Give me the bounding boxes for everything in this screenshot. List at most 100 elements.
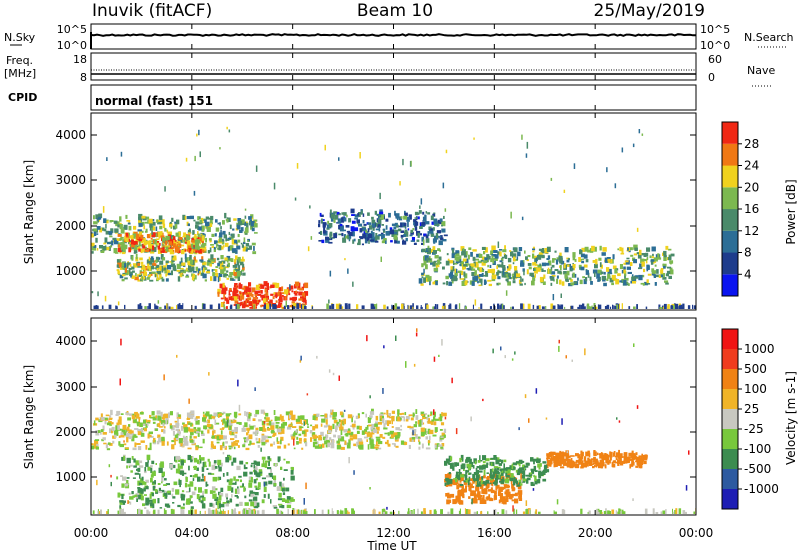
heatmap-cell <box>425 221 430 225</box>
heatmap-cell <box>144 268 146 273</box>
heatmap-cell <box>327 220 330 224</box>
heatmap-cell <box>106 422 111 426</box>
heatmap-cell <box>285 487 290 492</box>
heatmap-cell <box>222 245 225 248</box>
heatmap-cell <box>587 453 590 457</box>
heatmap-cell <box>159 265 162 271</box>
heatmap-cell <box>415 434 418 439</box>
heatmap-cell <box>493 495 497 500</box>
heatmap-cell <box>490 457 495 460</box>
heatmap-cell <box>291 414 296 421</box>
heatmap-cell <box>422 211 425 215</box>
heatmap-cell <box>348 303 351 309</box>
heatmap-cell <box>678 305 682 309</box>
heatmap-cell <box>385 441 388 445</box>
heatmap-cell <box>150 467 153 474</box>
heatmap-cell <box>129 433 134 436</box>
heatmap-cell <box>360 210 363 215</box>
heatmap-cell <box>226 126 228 130</box>
heatmap-cell <box>613 460 617 463</box>
heatmap-cell <box>165 246 169 252</box>
heatmap-cell <box>278 298 283 303</box>
heatmap-cell <box>571 462 575 468</box>
heatmap-cell <box>599 511 602 514</box>
heatmap-cell <box>477 469 479 476</box>
heatmap-cell <box>411 306 414 309</box>
heatmap-cell <box>383 304 386 309</box>
heatmap-cell <box>295 290 297 293</box>
colorbar-tick-label: 500 <box>744 362 767 376</box>
heatmap-cell <box>621 303 623 309</box>
heatmap-cell <box>445 275 449 280</box>
heatmap-cell <box>190 459 193 463</box>
heatmap-cell <box>91 233 94 238</box>
x-tick-label: 04:00 <box>175 526 210 540</box>
heatmap-cell <box>621 509 624 514</box>
colorbar-swatch <box>722 274 738 297</box>
heatmap-cell <box>450 508 454 514</box>
heatmap-cell <box>243 237 246 243</box>
heatmap-cell <box>586 303 590 309</box>
heatmap-cell <box>100 509 102 514</box>
heatmap-cell <box>617 511 619 514</box>
heatmap-cell <box>563 271 567 275</box>
heatmap-cell <box>512 505 514 512</box>
heatmap-cell <box>457 483 462 488</box>
heatmap-cell <box>214 240 218 245</box>
heatmap-cell <box>199 241 202 245</box>
heatmap-cell <box>663 250 667 256</box>
heatmap-cell <box>580 508 583 514</box>
heatmap-cell <box>540 249 543 255</box>
heatmap-cell <box>628 283 630 286</box>
heatmap-cell <box>238 475 242 478</box>
heatmap-cell <box>347 268 349 274</box>
heatmap-cell <box>578 454 581 457</box>
heatmap-cell <box>341 212 345 215</box>
heatmap-cell <box>435 281 438 286</box>
heatmap-cell <box>601 457 604 460</box>
heatmap-cell <box>176 246 180 252</box>
heatmap-cell <box>465 509 469 514</box>
heatmap-cell <box>207 458 210 462</box>
heatmap-cell <box>123 431 127 436</box>
heatmap-cell <box>423 511 426 514</box>
heatmap-cell <box>292 426 297 428</box>
heatmap-cell <box>475 481 477 486</box>
heatmap-cell <box>506 494 509 500</box>
heatmap-cell <box>152 503 155 509</box>
heatmap-cell <box>590 281 593 285</box>
heatmap-cell <box>201 466 205 472</box>
heatmap-cell <box>486 485 489 489</box>
heatmap-cell <box>113 220 118 224</box>
heatmap-cell <box>218 413 223 416</box>
heatmap-cell <box>435 263 439 267</box>
heatmap-cell <box>434 509 437 514</box>
heatmap-cell <box>614 183 617 189</box>
heatmap-cell <box>187 232 191 235</box>
heatmap-cell <box>429 511 431 514</box>
heatmap-cell <box>150 256 154 260</box>
heatmap-cell <box>498 499 501 504</box>
heatmap-cell <box>424 431 427 435</box>
heatmap-cell <box>640 258 645 264</box>
heatmap-cell <box>144 470 147 474</box>
heatmap-cell <box>193 427 197 430</box>
heatmap-cell <box>134 442 137 448</box>
heatmap-cell <box>211 269 216 271</box>
heatmap-cell <box>248 282 252 287</box>
noise-left-label: N.Sky <box>4 31 36 44</box>
heatmap-cell <box>107 442 111 445</box>
heatmap-cell <box>426 257 430 261</box>
heatmap-cell <box>212 493 217 499</box>
heatmap-cell <box>487 489 492 492</box>
heatmap-cell <box>176 263 181 270</box>
heatmap-cell <box>450 456 453 461</box>
heatmap-cell <box>253 219 258 222</box>
heatmap-cell <box>445 458 449 462</box>
heatmap-cell <box>162 223 166 229</box>
heatmap-cell <box>551 275 556 277</box>
heatmap-cell <box>136 468 138 471</box>
heatmap-cell <box>192 271 197 273</box>
heatmap-cell <box>464 508 466 514</box>
heatmap-cell <box>528 418 530 423</box>
